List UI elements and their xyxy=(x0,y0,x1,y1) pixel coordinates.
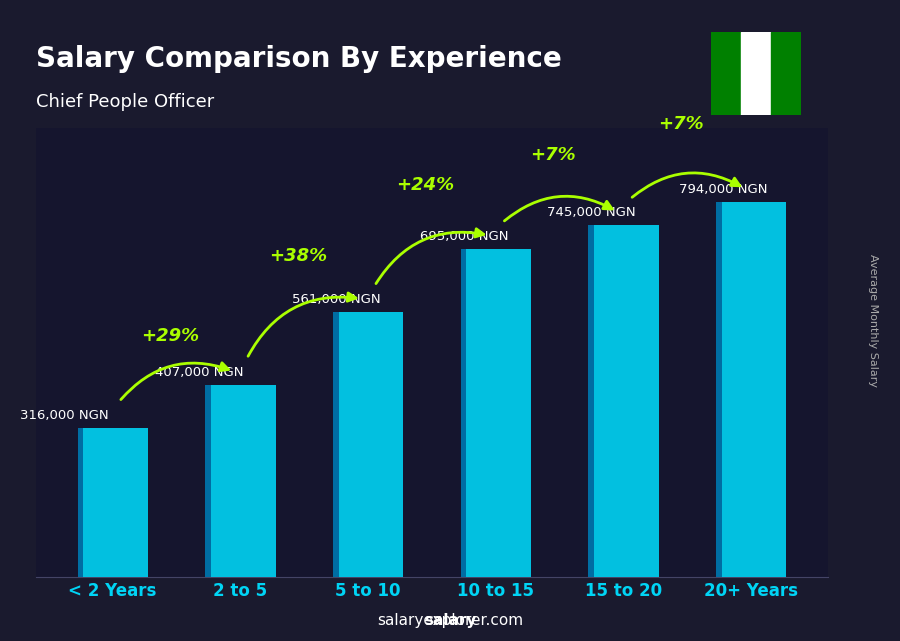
Text: Salary Comparison By Experience: Salary Comparison By Experience xyxy=(36,45,562,73)
Bar xyxy=(77,428,83,577)
Text: +29%: +29% xyxy=(141,326,199,344)
Bar xyxy=(205,385,275,577)
Bar xyxy=(333,312,403,577)
Bar xyxy=(741,32,771,115)
Bar xyxy=(716,202,787,577)
Bar xyxy=(333,312,338,577)
Text: 316,000 NGN: 316,000 NGN xyxy=(20,409,108,422)
Bar xyxy=(711,32,741,115)
Text: 695,000 NGN: 695,000 NGN xyxy=(419,230,508,243)
Bar xyxy=(205,385,211,577)
Bar xyxy=(461,249,466,577)
Text: salary: salary xyxy=(424,613,476,628)
Bar xyxy=(771,32,801,115)
Text: 561,000 NGN: 561,000 NGN xyxy=(292,294,381,306)
Text: 794,000 NGN: 794,000 NGN xyxy=(679,183,768,196)
Text: Average Monthly Salary: Average Monthly Salary xyxy=(868,254,878,387)
Bar xyxy=(589,225,659,577)
Bar xyxy=(716,202,722,577)
Text: salaryexplorer.com: salaryexplorer.com xyxy=(377,613,523,628)
Text: +38%: +38% xyxy=(269,247,327,265)
Text: +7%: +7% xyxy=(530,146,576,163)
Bar xyxy=(461,249,531,577)
Bar xyxy=(77,428,148,577)
Bar xyxy=(589,225,594,577)
Text: +24%: +24% xyxy=(397,176,454,194)
Text: +7%: +7% xyxy=(658,115,704,133)
Text: 745,000 NGN: 745,000 NGN xyxy=(547,206,636,219)
Text: 407,000 NGN: 407,000 NGN xyxy=(156,366,244,379)
Text: Chief People Officer: Chief People Officer xyxy=(36,93,214,111)
